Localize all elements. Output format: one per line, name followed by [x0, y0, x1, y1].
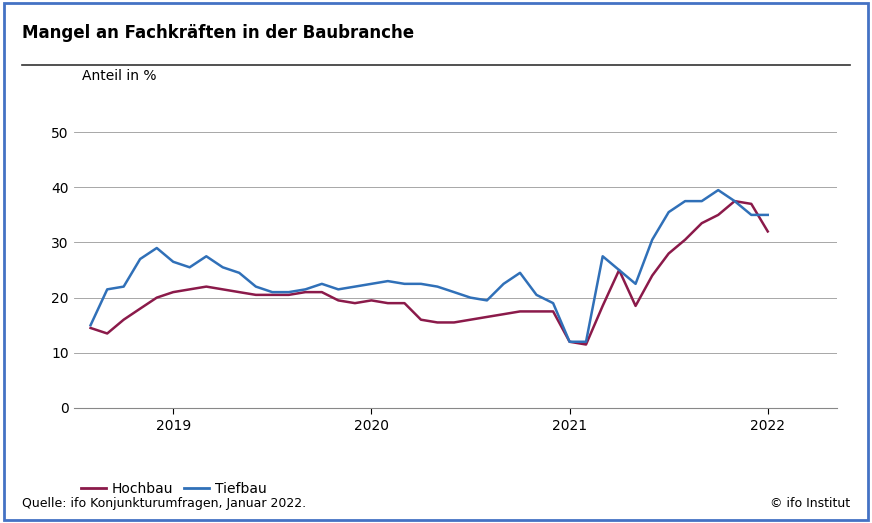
Text: © ifo Institut: © ifo Institut [770, 497, 850, 510]
Text: Quelle: ifo Konjunkturumfragen, Januar 2022.: Quelle: ifo Konjunkturumfragen, Januar 2… [22, 497, 306, 510]
Text: Anteil in %: Anteil in % [82, 70, 156, 83]
Legend: Hochbau, Tiefbau: Hochbau, Tiefbau [81, 482, 267, 496]
Text: Mangel an Fachkräften in der Baubranche: Mangel an Fachkräften in der Baubranche [22, 24, 414, 41]
